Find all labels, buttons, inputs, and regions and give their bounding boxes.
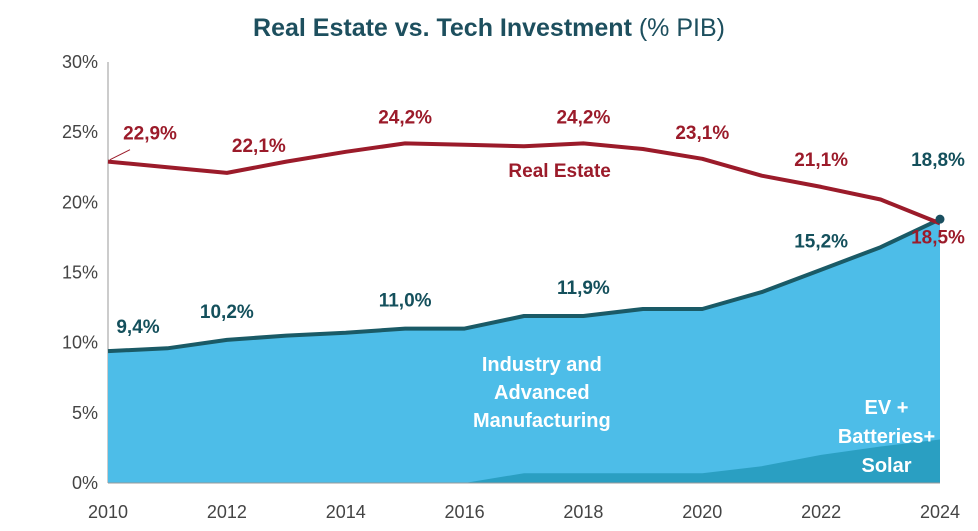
industry-data-label: 11,0% [379,291,432,312]
real-estate-line [107,141,941,226]
industry-series-label: Advanced [494,382,590,404]
industry-data-label: 15,2% [794,232,848,253]
y-tick-label: 0% [72,473,98,493]
real-estate-data-label: 21,1% [794,150,848,171]
x-tick-label: 2016 [445,502,485,522]
real-estate-series-label: Real Estate [508,161,610,182]
industry-series-label: Industry and [482,354,602,376]
x-tick-label: 2010 [88,502,128,522]
industry-data-label: 18,8% [911,150,965,171]
x-tick-label: 2024 [920,502,960,522]
real-estate-data-label: 22,9% [123,124,177,145]
real-estate-data-label: 24,2% [378,107,432,128]
ev-series-label: Batteries+ [838,426,935,448]
y-tick-label: 15% [62,263,98,283]
chart-title-unit: (% PIB) [638,14,725,42]
industry-area [108,219,940,483]
real-estate-data-label: 24,2% [556,107,610,128]
real-estate-data-label: 18,5% [911,227,965,248]
real-estate-data-label: 23,1% [675,123,729,144]
industry-data-label: 10,2% [200,302,254,323]
x-tick-label: 2018 [563,502,603,522]
industry-line [107,217,941,354]
y-tick-label: 30% [62,52,98,72]
real-estate-data-label: 22,1% [232,136,286,157]
y-tick-label: 20% [62,192,98,212]
ev-area [108,439,940,483]
end-marker [935,214,945,224]
ev-series-label: Solar [861,455,911,477]
y-tick-label: 5% [72,403,98,423]
x-tick-label: 2014 [326,502,366,522]
industry-data-label: 11,9% [557,278,610,299]
y-tick-label: 10% [62,333,98,353]
chart-title-main: Real Estate vs. Tech Investment [253,14,632,42]
x-tick-label: 2012 [207,502,247,522]
industry-series-label: Manufacturing [473,410,611,432]
label-leader-line [109,149,131,161]
chart-title: Real Estate vs. Tech Investment (% PIB) [0,14,978,43]
industry-data-label: 9,4% [116,317,159,338]
y-tick-label: 25% [62,122,98,142]
x-tick-label: 2022 [801,502,841,522]
ev-series-label: EV + [865,397,909,419]
x-tick-label: 2020 [682,502,722,522]
